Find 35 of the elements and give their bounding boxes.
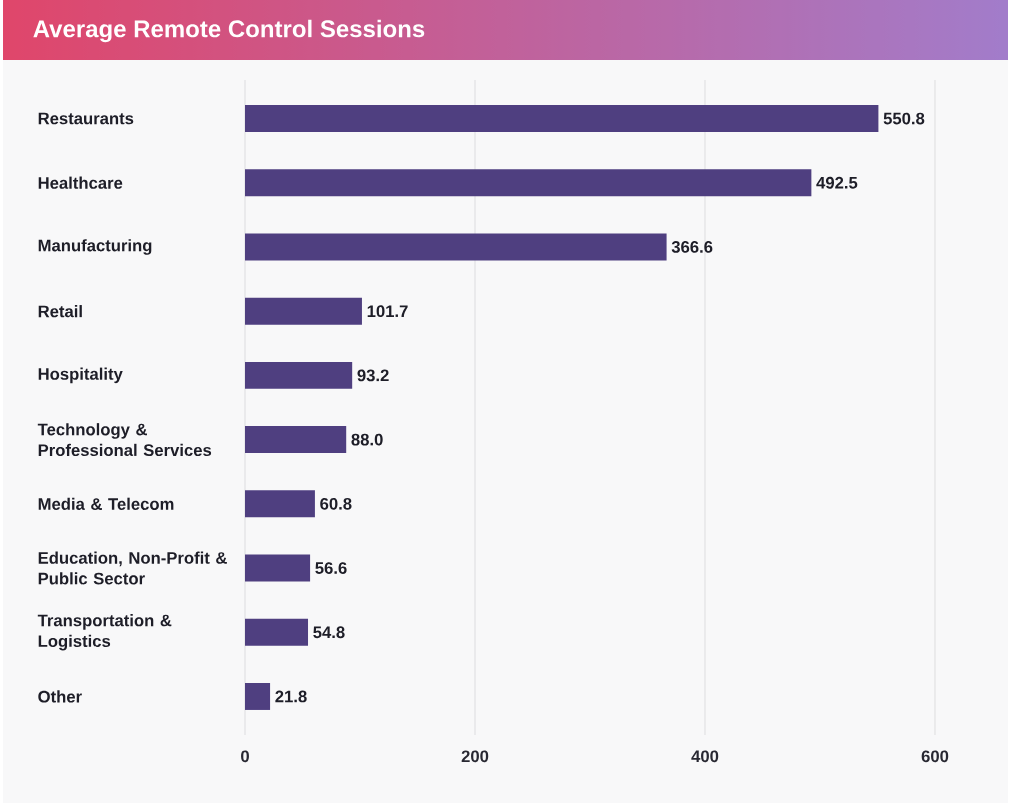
y-tick-label: Technology & Professional Services: [37, 423, 212, 457]
bar: [245, 361, 353, 389]
bar: [245, 554, 311, 582]
y-tick-label: Healthcare: [38, 176, 123, 189]
bar: [245, 490, 315, 518]
bar: [245, 297, 362, 325]
bar: [245, 426, 347, 454]
y-tick-label: Hospitality: [38, 367, 123, 384]
data-label: 56.6: [315, 562, 347, 574]
data-label: 60.8: [320, 497, 352, 510]
x-tick-label: 400: [691, 750, 719, 763]
data-label: 101.7: [367, 305, 408, 318]
data-label: 550.8: [883, 112, 925, 125]
bar: [245, 233, 667, 261]
y-tick-label: Transportation & Logistics: [37, 614, 172, 651]
bar: [245, 105, 879, 133]
bar: [245, 169, 812, 197]
bar: [245, 682, 271, 710]
data-label: 88.0: [351, 433, 383, 446]
data-label: 93.2: [357, 369, 389, 382]
y-tick-label: Retail: [38, 305, 82, 318]
y-tick-label: Media & Telecom: [38, 497, 174, 510]
chart-title: Average Remote Control Sessions: [33, 19, 425, 43]
data-label: 54.8: [313, 626, 345, 639]
x-tick-label: 600: [921, 750, 949, 763]
x-tick-label: 200: [461, 750, 489, 763]
bar: [245, 618, 309, 646]
y-tick-label: Other: [38, 690, 82, 703]
x-tick-label: 0: [241, 750, 249, 763]
y-tick-label: Restaurants: [38, 112, 134, 125]
data-label: 21.8: [275, 690, 307, 703]
data-label: 492.5: [816, 176, 858, 189]
y-tick-label: Education, Non-Profit & Public Sector: [38, 551, 227, 585]
data-label: 366.6: [671, 241, 713, 253]
y-tick-label: Manufacturing: [38, 239, 152, 255]
